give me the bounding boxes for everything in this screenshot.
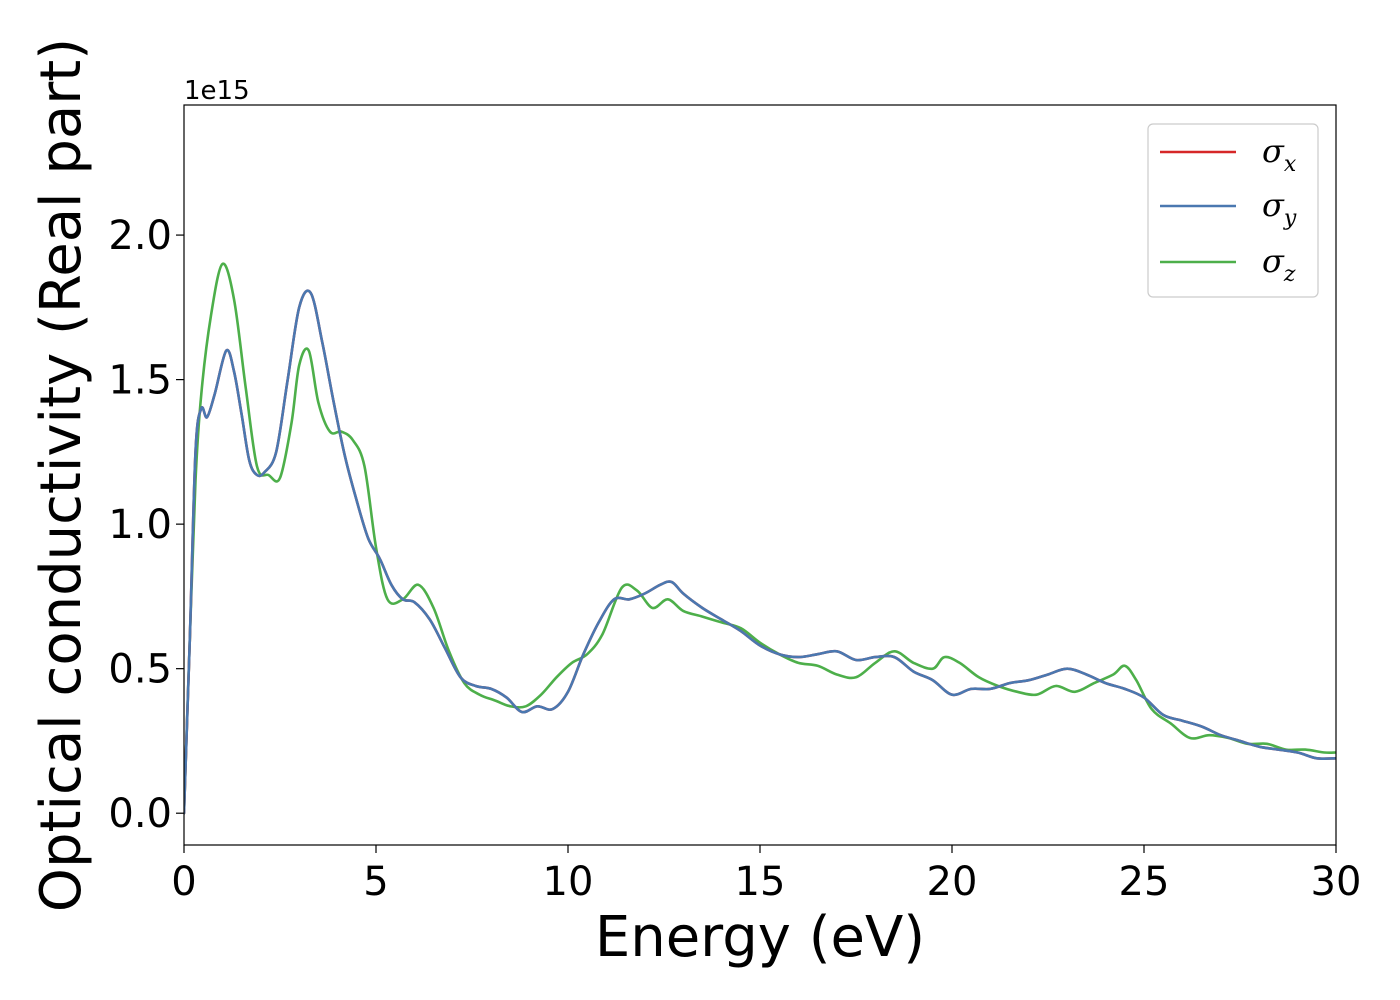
x-tick-label: 15 [735, 859, 786, 905]
y-tick-label: 2.0 [108, 213, 172, 259]
series-line-σz [184, 262, 1336, 815]
x-tick-label: 25 [1119, 859, 1170, 905]
legend-box [1147, 123, 1319, 298]
y-tick-label: 1.0 [108, 502, 172, 548]
x-tick-label: 30 [1311, 859, 1362, 905]
x-tick-label: 20 [927, 859, 978, 905]
series-line-σx [184, 289, 1336, 815]
y-tick-label: 0.0 [108, 791, 172, 837]
series-layer [184, 262, 1336, 815]
y-tick-label: 1.5 [108, 358, 172, 404]
legend-entry-label: σz [1262, 242, 1296, 287]
x-tick-label: 0 [171, 859, 196, 905]
y-axis-title: Optical conductivity (Real part) [29, 38, 94, 912]
x-tick-label: 5 [363, 859, 388, 905]
series-line-σy [184, 289, 1336, 815]
legend: σx σy σz [1147, 123, 1319, 298]
legend-entry-label: σy [1262, 186, 1297, 231]
x-axis-title: Energy (eV) [595, 905, 925, 970]
x-tick-label: 10 [543, 859, 594, 905]
x-axis-ticks: 0 5 10 15 20 25 30 [171, 845, 1361, 905]
y-tick-label: 0.5 [108, 647, 172, 693]
y-axis-offset-label: 1e15 [184, 76, 250, 106]
legend-entry-label: σx [1262, 132, 1297, 177]
y-axis-ticks: 0.0 0.5 1.0 1.5 2.0 [108, 213, 184, 837]
